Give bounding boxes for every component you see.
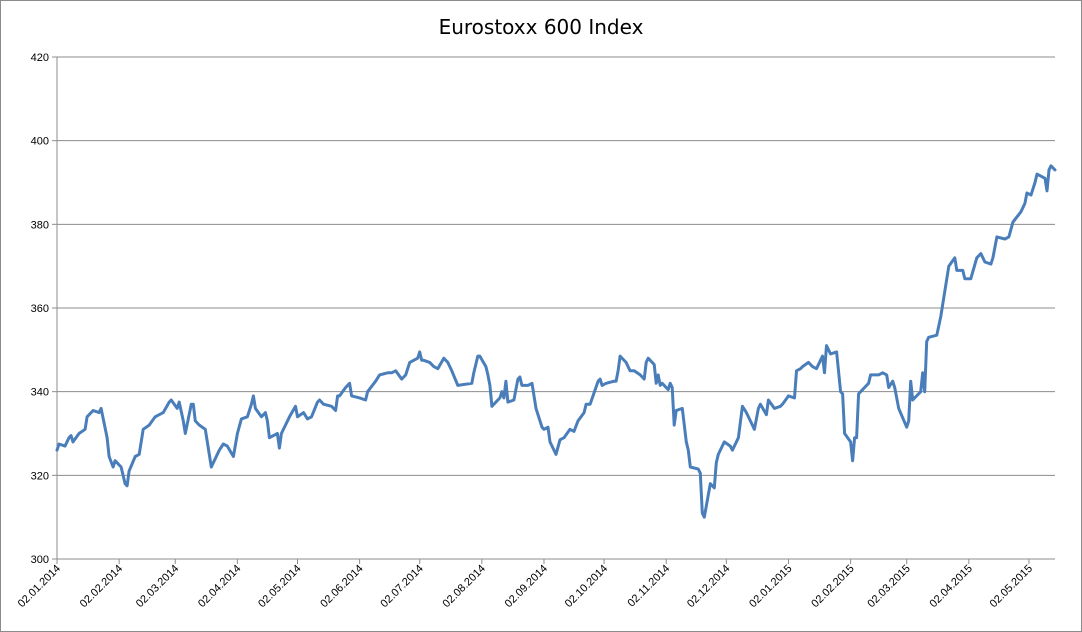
x-tick-label: 02.09.2014	[503, 563, 550, 610]
y-tick-label: 300	[31, 554, 49, 566]
y-tick-labels: 300 320 340 360 380 400 420	[31, 52, 49, 566]
x-tick-label: 02.07.2014	[378, 563, 425, 610]
x-tick-label: 02.04.2014	[196, 563, 243, 610]
axes	[52, 56, 1055, 564]
x-tick-label: 02.08.2014	[441, 563, 488, 610]
x-tick-labels: 02.01.2014 02.02.2014 02.03.2014 02.04.2014…	[16, 563, 1035, 610]
x-tick-label: 02.06.2014	[318, 563, 365, 610]
gridlines	[57, 56, 1055, 560]
y-tick-label: 380	[31, 219, 49, 231]
series-line	[55, 164, 1057, 519]
x-tick-label: 02.02.2014	[78, 563, 125, 610]
x-tick-label: 02.04.2015	[928, 563, 975, 610]
chart-title: Eurostoxx 600 Index	[439, 15, 644, 39]
y-tick-label: 340	[31, 387, 49, 399]
x-tick-label: 02.01.2014	[16, 563, 63, 610]
y-tick-label: 400	[31, 136, 49, 148]
x-tick-label: 02.05.2015	[988, 563, 1035, 610]
x-tick-label: 02.12.2014	[685, 563, 732, 610]
x-tick-label: 02.05.2014	[256, 563, 303, 610]
y-tick-label: 360	[31, 303, 49, 315]
x-tick-label: 02.01.2015	[747, 563, 794, 610]
plot-area	[55, 164, 1057, 519]
x-tick-label: 02.02.2015	[809, 563, 856, 610]
y-tick-label: 320	[31, 470, 49, 482]
x-tick-label: 02.03.2014	[134, 563, 181, 610]
x-tick-label: 02.03.2015	[865, 563, 912, 610]
x-tick-label: 02.10.2014	[563, 563, 610, 610]
y-tick-label: 420	[31, 52, 49, 64]
x-tick-label: 02.11.2014	[625, 563, 672, 610]
